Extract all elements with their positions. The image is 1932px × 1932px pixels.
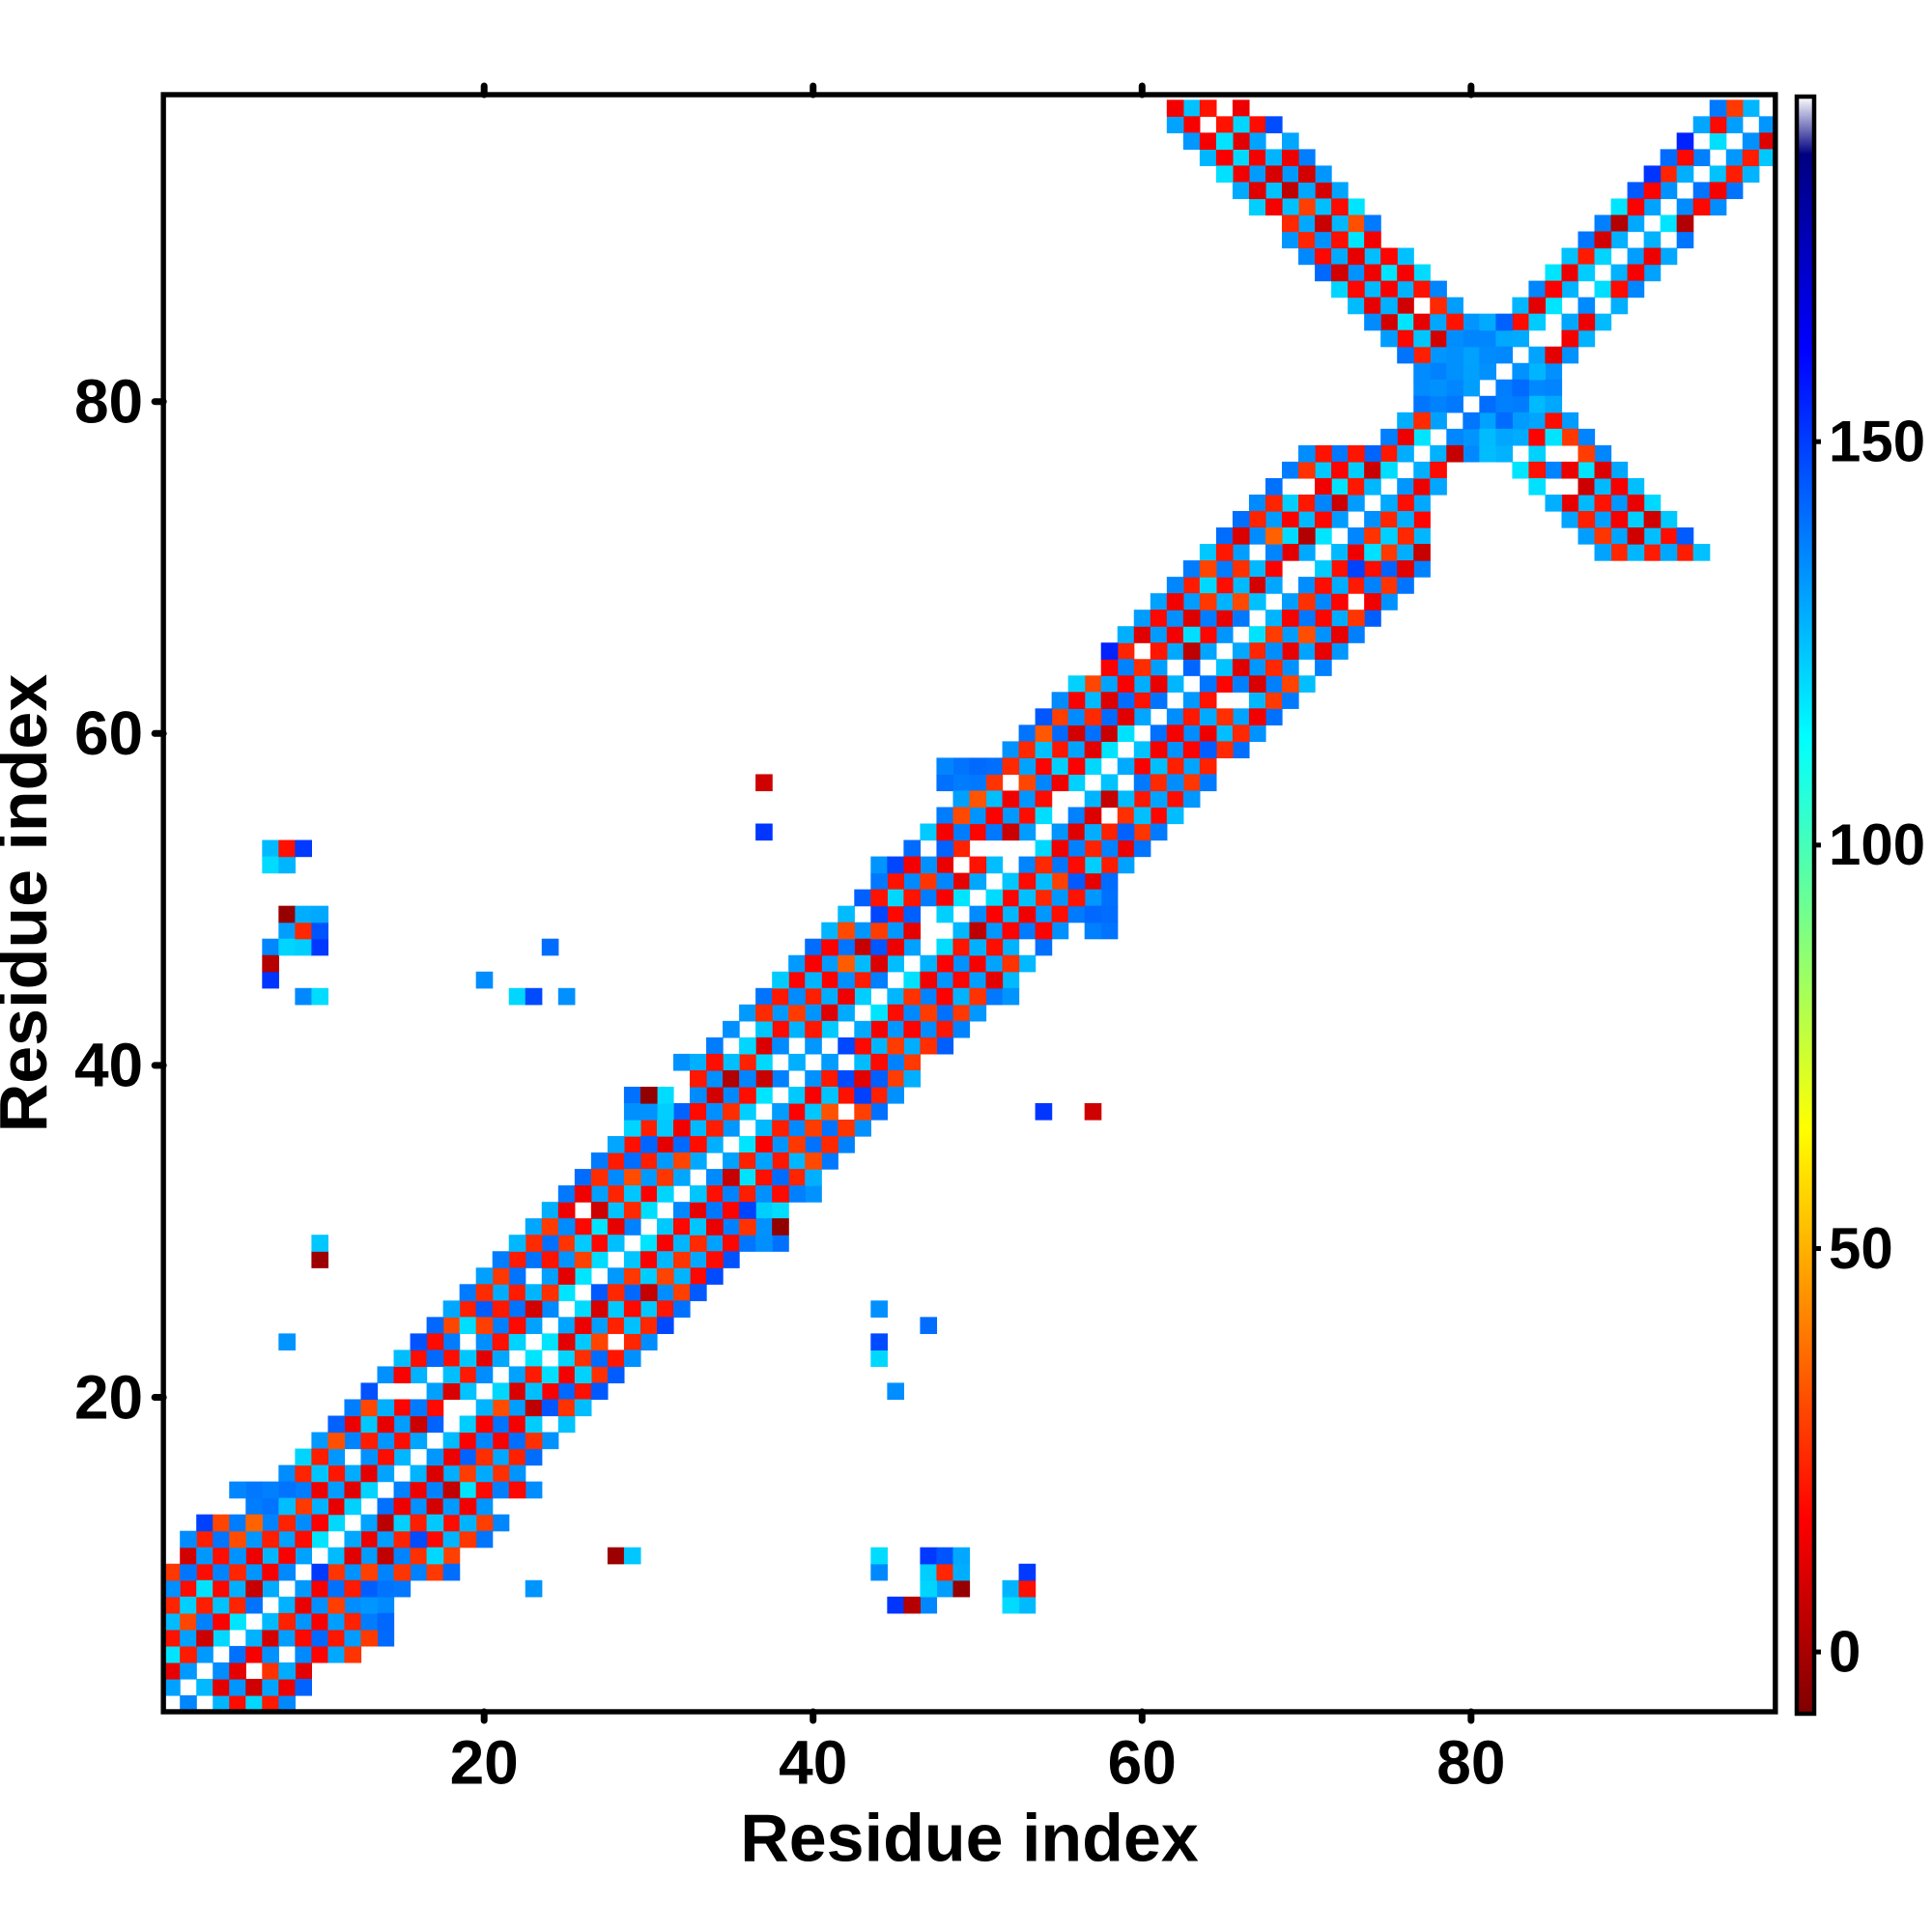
svg-text:50: 50 (1829, 1216, 1893, 1281)
svg-text:0: 0 (1829, 1619, 1861, 1684)
svg-text:20: 20 (450, 1727, 519, 1797)
svg-text:20: 20 (74, 1362, 143, 1432)
svg-text:60: 60 (1108, 1727, 1177, 1797)
svg-text:150: 150 (1829, 410, 1925, 474)
svg-text:Residue index: Residue index (0, 674, 61, 1133)
svg-text:60: 60 (74, 698, 143, 768)
svg-text:100: 100 (1829, 812, 1925, 877)
svg-text:40: 40 (74, 1031, 143, 1100)
svg-text:40: 40 (779, 1727, 847, 1797)
svg-text:80: 80 (1436, 1727, 1505, 1797)
svg-text:80: 80 (74, 366, 143, 436)
svg-text:Residue index: Residue index (740, 1801, 1199, 1876)
